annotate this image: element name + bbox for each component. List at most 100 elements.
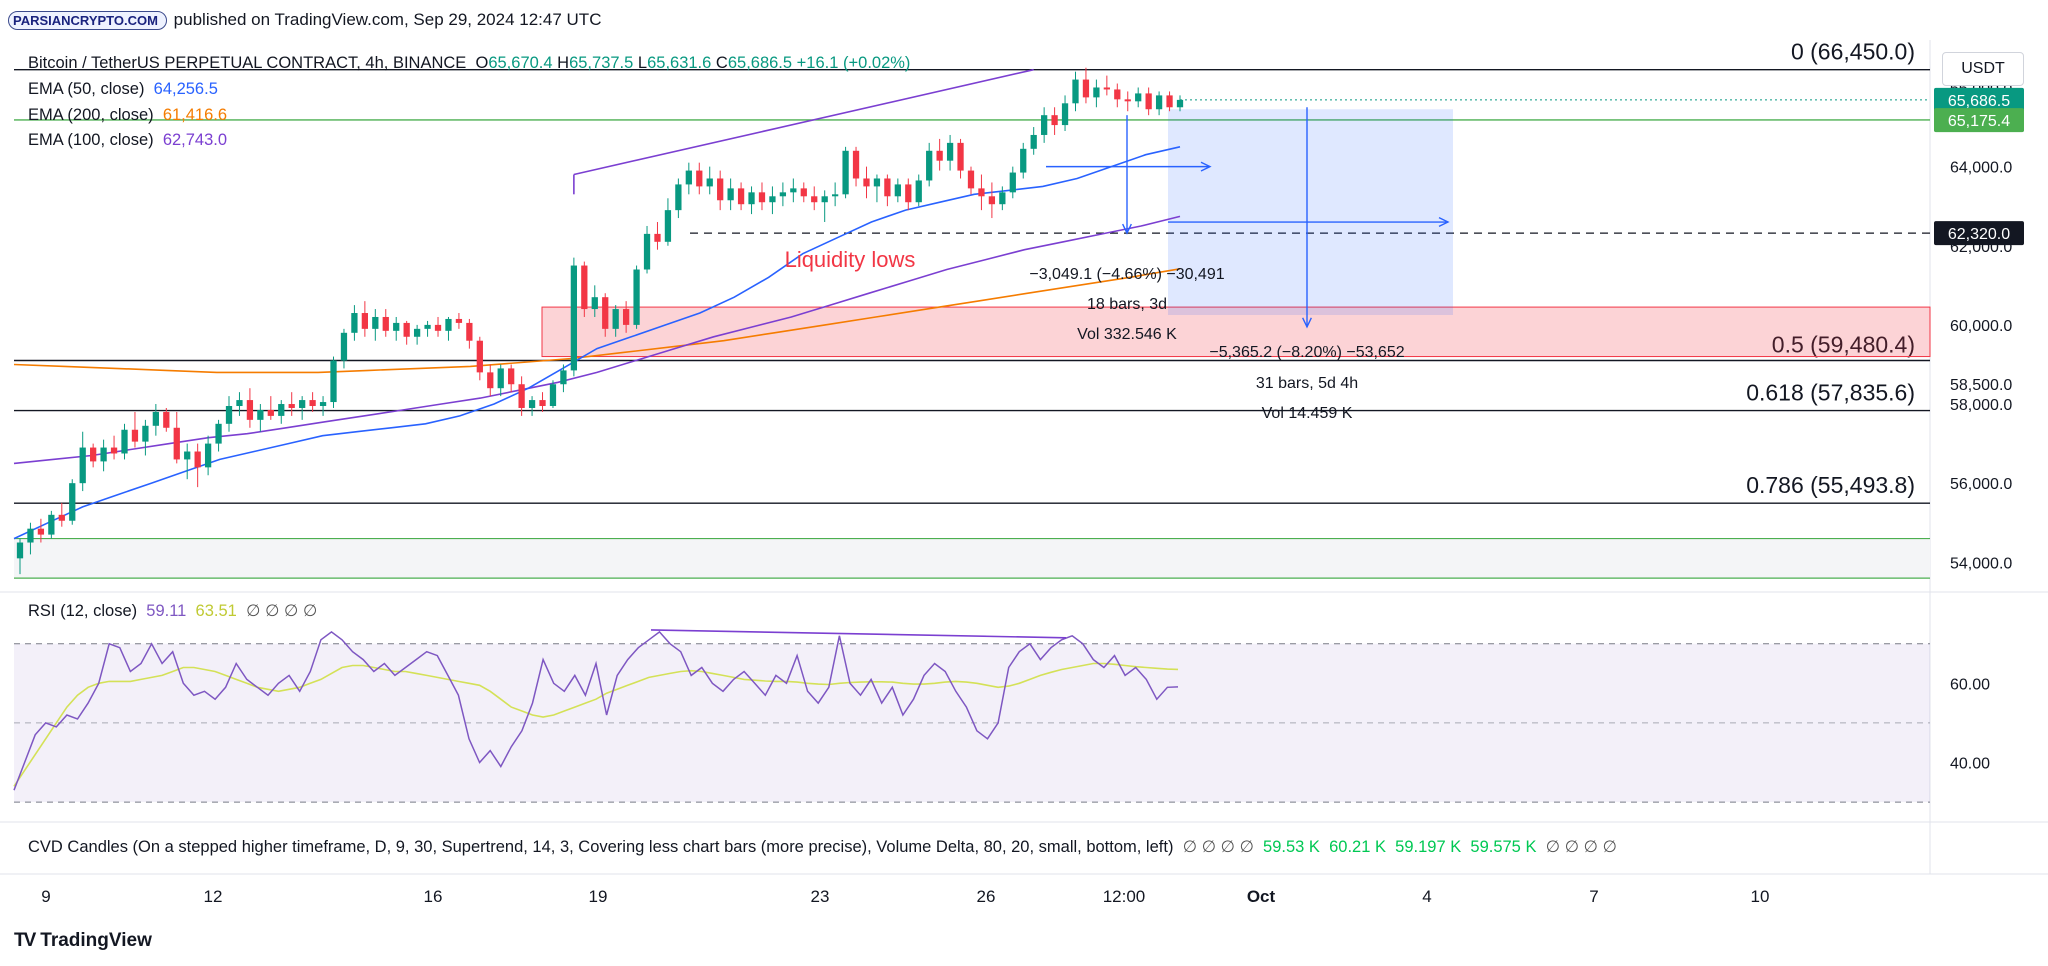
publisher-badge[interactable]: PARSIANCRYPTO.COM	[8, 11, 167, 30]
candle-body	[1155, 95, 1163, 110]
candle-body	[445, 318, 452, 331]
tradingview-logo[interactable]: TV TradingView	[14, 930, 152, 952]
measure-arrow-h2-head	[1438, 217, 1450, 227]
candle-body	[737, 188, 745, 205]
candle-body	[184, 451, 191, 460]
fib-label-0: 0 (66,450.0)	[1791, 39, 1915, 65]
cvd-legend[interactable]: CVD Candles (On a stepped higher timefra…	[28, 837, 1617, 857]
candle-body	[591, 297, 598, 310]
candle-body	[560, 370, 567, 385]
badge-62320-bg	[1934, 221, 2024, 246]
candle-body	[706, 178, 713, 187]
badge-last-price: 65,686.5	[1948, 93, 2010, 110]
candle-body	[988, 196, 996, 205]
candle-body	[581, 265, 588, 310]
candle-body	[748, 192, 755, 205]
candle-body	[852, 150, 860, 179]
bottom-zone	[14, 538, 1930, 579]
symbol-legend: Bitcoin / TetherUS PERPETUAL CONTRACT, 4…	[28, 54, 910, 73]
candle-body	[319, 402, 327, 407]
candle-body	[278, 404, 285, 416]
candle-body	[957, 142, 964, 171]
candle-body	[173, 427, 180, 460]
candle-body	[69, 483, 76, 521]
candle-body	[1082, 79, 1090, 98]
candle-body	[1072, 79, 1079, 104]
currency-button[interactable]: USDT	[1942, 52, 2024, 86]
candle-body	[361, 313, 368, 329]
price-tick-5: 58,000.0	[1950, 397, 2012, 414]
price-tick-4: 58,500.0	[1950, 377, 2012, 394]
candle-body	[288, 404, 295, 408]
cvd-value-1: 59.53 K	[1263, 838, 1320, 856]
candle-body	[121, 429, 128, 454]
candle-body	[508, 368, 515, 385]
candle-body	[622, 309, 630, 325]
cvd-value-2: 60.21 K	[1329, 838, 1386, 856]
candle-body	[821, 196, 828, 203]
ema200-line	[13, 268, 1181, 374]
measure1-bars: 18 bars, 3d	[1087, 296, 1167, 313]
candle-body	[602, 297, 609, 329]
candle-body	[936, 150, 943, 161]
low-value: 65,631.6	[647, 54, 712, 72]
ema100-legend[interactable]: EMA (100, close) 62,743.0	[28, 131, 227, 150]
candle-body	[215, 423, 222, 444]
cvd-pre: ∅ ∅ ∅ ∅	[1182, 838, 1254, 856]
candle-body	[633, 269, 640, 325]
change-value: +16.1 (+0.02%)	[796, 54, 911, 72]
brand-name: TradingView	[40, 930, 152, 951]
price-tick-7: 54,000.0	[1950, 555, 2012, 572]
candle-body	[163, 411, 170, 428]
candle-body	[570, 265, 578, 371]
measure1-change: −3,049.1 (−4.66%) −30,491	[1029, 266, 1224, 283]
candle-body	[204, 443, 212, 468]
rsi-legend[interactable]: RSI (12, close) 59.11 63.51 ∅ ∅ ∅ ∅	[28, 601, 317, 621]
candle-body	[48, 514, 55, 535]
time-tick-2: 16	[424, 887, 443, 906]
candle-body	[1020, 148, 1027, 173]
rsi-trendline	[650, 629, 1067, 639]
measure-arrow-1-head	[1122, 223, 1132, 235]
ema50-legend[interactable]: EMA (50, close) 64,256.5	[28, 80, 218, 99]
candle-body	[466, 322, 473, 341]
time-tick-10: 10	[1751, 887, 1770, 906]
cvd-label: CVD Candles (On a stepped higher timefra…	[28, 838, 1174, 856]
candle-body	[1051, 115, 1058, 126]
time-tick-0: 9	[41, 887, 50, 906]
candle-body	[27, 528, 34, 543]
price-tick-6: 56,000.0	[1950, 476, 2012, 493]
candle-body	[873, 178, 881, 187]
candle-body	[393, 322, 400, 331]
candle-body	[1009, 172, 1016, 193]
tradingview-logo-icon: TV	[14, 930, 36, 951]
candle-body	[926, 150, 933, 181]
candle-body	[309, 400, 316, 407]
ema100-label: EMA (100, close)	[28, 131, 154, 149]
candle-body	[299, 400, 306, 408]
candle-body	[999, 192, 1006, 205]
candle-body	[476, 340, 483, 373]
ema200-label: EMA (200, close)	[28, 106, 154, 124]
measure2-bars: 31 bars, 5d 4h	[1256, 375, 1358, 392]
time-tick-1: 12	[204, 887, 223, 906]
candle-body	[1114, 89, 1121, 100]
candle-body	[1093, 87, 1100, 98]
ema200-value: 61,416.6	[162, 106, 228, 124]
candle-body	[403, 322, 410, 337]
demand-zone	[541, 306, 1931, 358]
measure-arrow-2-head	[1302, 317, 1312, 329]
candle-body	[717, 178, 724, 201]
cvd-value-3: 59.197 K	[1395, 838, 1462, 856]
candle-body	[612, 309, 619, 329]
fib-label-3: 0.786 (55,493.8)	[1746, 472, 1915, 498]
ema200-legend[interactable]: EMA (200, close) 61,416.6	[28, 106, 227, 125]
candle-body	[1124, 99, 1131, 102]
measure2-change: −5,365.2 (−8.20%) −53,652	[1209, 344, 1404, 361]
symbol-title[interactable]: Bitcoin / TetherUS PERPETUAL CONTRACT, 4…	[28, 54, 467, 72]
candle-body	[1145, 93, 1152, 110]
rsi-tick-1: 40.00	[1950, 756, 1990, 773]
trendline-upper	[573, 68, 1034, 176]
candle-body	[1061, 103, 1069, 126]
